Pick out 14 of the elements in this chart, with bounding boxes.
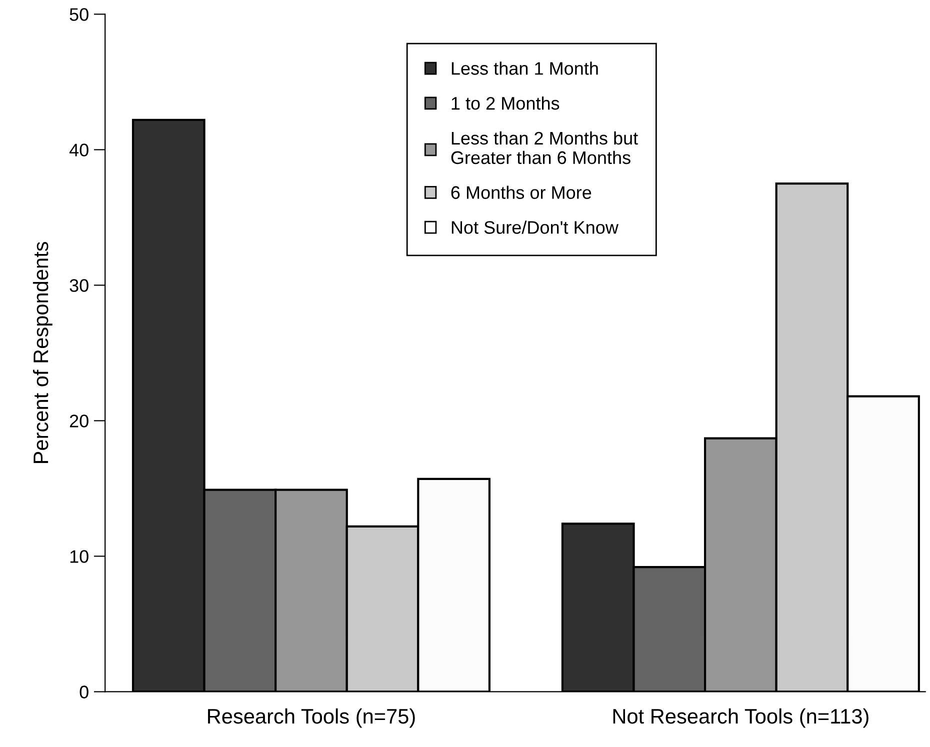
y-tick-label: 40: [69, 144, 88, 156]
legend-label: 1 to 2 Months: [452, 96, 560, 110]
y-tick-label: 30: [70, 279, 88, 292]
y-axis-title: Percent of Respondents: [32, 242, 52, 463]
y-tick-label: 10: [70, 550, 88, 563]
x-tick-label: Research Tools (n=75): [208, 708, 415, 728]
y-tick-label: 20: [70, 414, 88, 428]
y-tick-label: 0: [80, 686, 88, 698]
legend-label: Not Sure/Don't Know: [452, 220, 619, 234]
legend-label: Less than 1 Month: [452, 62, 598, 75]
y-tick-label: 50: [70, 8, 88, 21]
legend-label: 6 Months or More: [451, 186, 592, 199]
x-tick-label: Not Research Tools (n=113): [613, 708, 868, 728]
legend-label: Less than 2 Months but Greater than 6 Months: [451, 131, 638, 164]
